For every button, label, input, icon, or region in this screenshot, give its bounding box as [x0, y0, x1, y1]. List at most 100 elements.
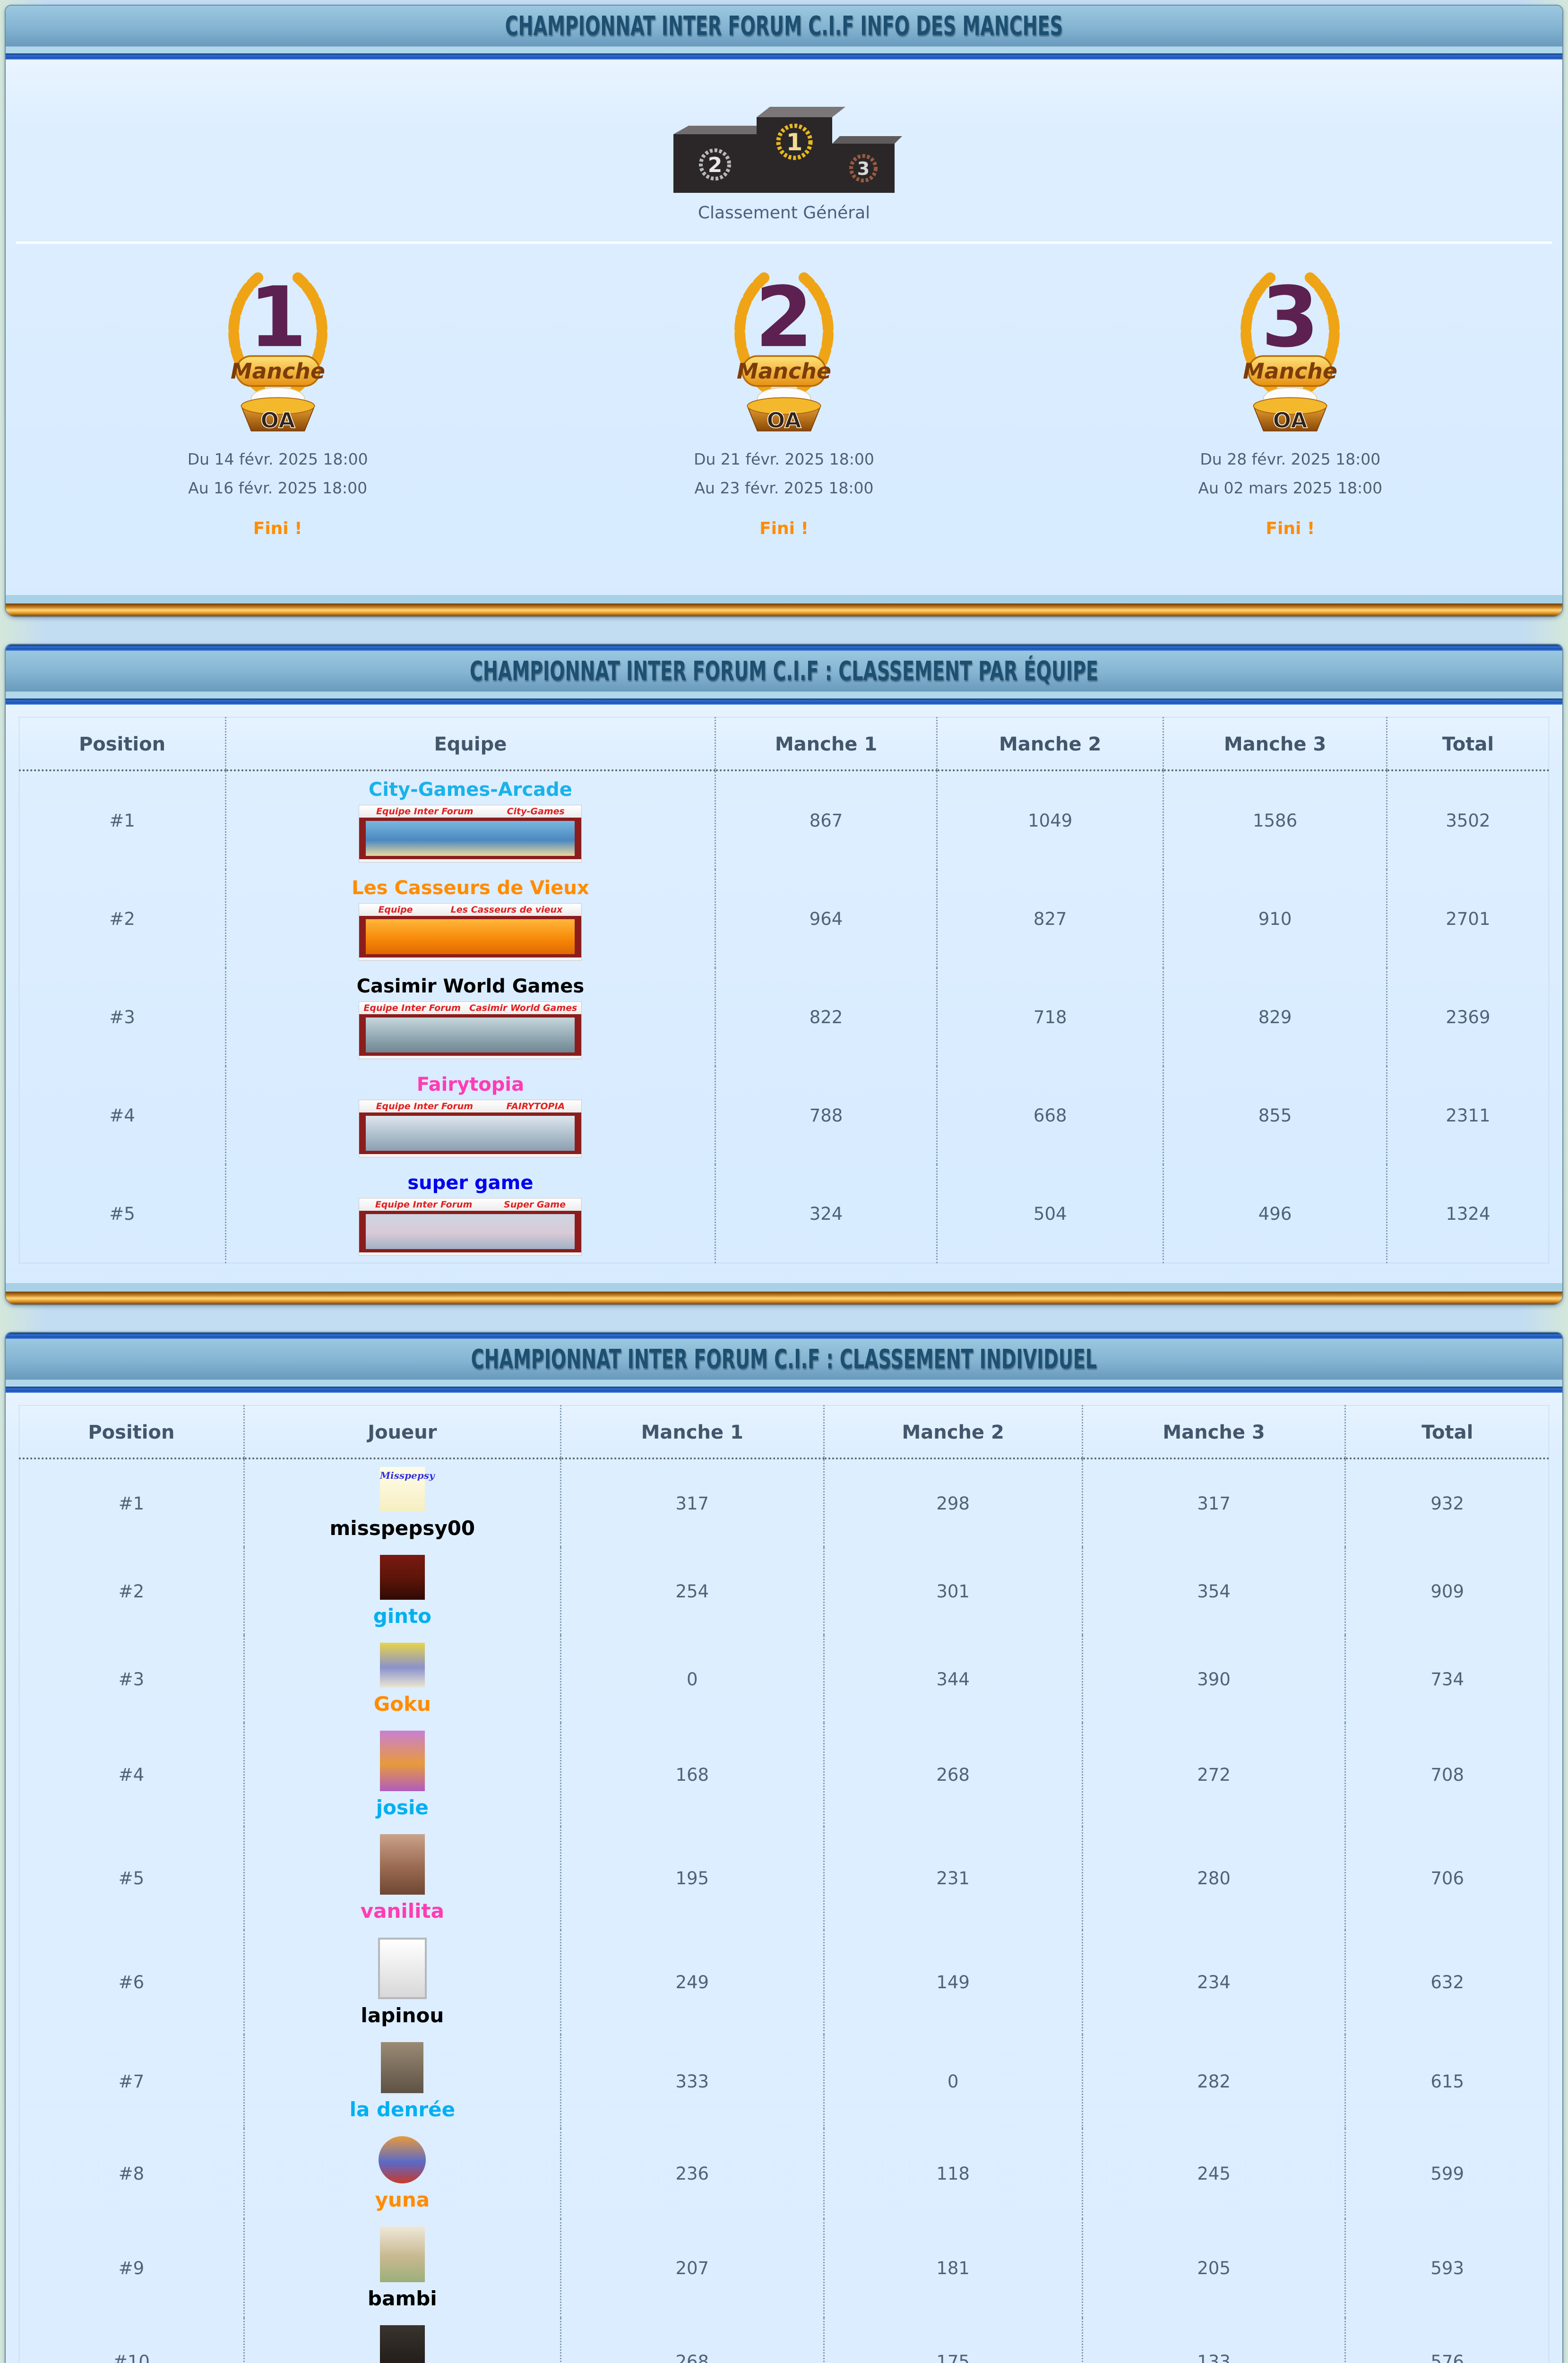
player-name-link[interactable]: josie [376, 1796, 429, 1819]
team-banner-bottom [359, 1252, 582, 1255]
player-position: #2 [118, 1581, 145, 1602]
team-position: #5 [109, 1203, 135, 1224]
svg-text:2: 2 [708, 153, 723, 177]
team-banner-right-label: FAIRYTOPIA [506, 1101, 565, 1112]
col-manche3: Manche 3 [1163, 717, 1387, 771]
col-position: Position [19, 717, 226, 771]
team-row: #4 Fairytopia Equipe Inter Forum FAIRYTO… [19, 1066, 1549, 1164]
teams-table: Position Equipe Manche 1 Manche 2 Manche… [19, 717, 1549, 1263]
player-position: #7 [118, 2071, 145, 2092]
manche-laurel-badge-icon: 2 Manche OA [734, 268, 834, 433]
player-avatar: Misspepsy [379, 1467, 435, 1512]
player-row: #1 Misspepsy misspepsy00 317 298 317 932 [19, 1458, 1549, 1547]
team-total-score: 2701 [1446, 908, 1490, 929]
svg-text:1: 1 [786, 129, 803, 156]
player-manche3-score: 234 [1082, 1930, 1346, 2035]
player-total-score: 615 [1430, 2071, 1465, 2092]
player-name-link[interactable]: la denrée [349, 2098, 456, 2121]
player-row: #5 vanilita 195 231 280 706 [19, 1827, 1549, 1930]
player-name-link[interactable]: yuna [375, 2188, 430, 2211]
player-name-link[interactable]: bambi [368, 2287, 437, 2310]
teams-panel: CHAMPIONNAT INTER FORUM C.I.F : CLASSEME… [5, 644, 1563, 1305]
accent-line [6, 1387, 1562, 1393]
header-strip [6, 47, 1562, 53]
player-avatar [379, 1834, 425, 1895]
player-row: #8 yuna 236 118 245 599 [19, 2129, 1549, 2219]
player-avatar [379, 2226, 425, 2282]
info-panel-title: CHAMPIONNAT INTER FORUM C.I.F INFO DES M… [505, 10, 1063, 42]
team-banner-image [359, 818, 582, 859]
teams-panel-title: CHAMPIONNAT INTER FORUM C.I.F : CLASSEME… [469, 655, 1099, 687]
players-table: Position Joueur Manche 1 Manche 2 Manche… [19, 1405, 1549, 2363]
svg-text:Manche: Manche [231, 358, 325, 384]
team-banner: Equipe Inter Forum Casimir World Games [359, 1002, 582, 1059]
team-manche3-score: 855 [1163, 1066, 1387, 1164]
player-name-link[interactable]: ginto [373, 1604, 431, 1628]
team-banner-image [359, 1211, 582, 1252]
manche-status: Fini ! [253, 519, 302, 538]
podium: 2 3 1 [6, 93, 1562, 198]
player-total-score: 593 [1430, 2258, 1465, 2278]
team-banner-strip: Equipe Les Casseurs de vieux [359, 904, 582, 916]
col-total: Total [1387, 717, 1549, 771]
col-position: Position [19, 1405, 245, 1459]
player-manche1-score: 333 [560, 2035, 825, 2129]
team-banner-image [359, 1014, 582, 1056]
players-panel-header: CHAMPIONNAT INTER FORUM C.I.F : CLASSEME… [6, 1339, 1562, 1380]
players-panel: CHAMPIONNAT INTER FORUM C.I.F : CLASSEME… [5, 1332, 1563, 2363]
svg-text:1: 1 [249, 268, 307, 366]
team-banner: Equipe Inter Forum FAIRYTOPIA [359, 1100, 582, 1157]
manche-start-date: Du 28 févr. 2025 18:00 [1200, 450, 1381, 468]
svg-text:OA: OA [260, 407, 295, 433]
manche-status: Fini ! [759, 519, 809, 538]
team-manche1-score: 822 [715, 968, 938, 1066]
player-position: #4 [118, 1765, 145, 1785]
players-panel-title: CHAMPIONNAT INTER FORUM C.I.F : CLASSEME… [471, 1344, 1097, 1375]
player-row: #2 ginto 254 301 354 909 [19, 1547, 1549, 1635]
team-manche3-score: 829 [1163, 968, 1387, 1066]
player-row: #7 la denrée 333 0 282 615 [19, 2035, 1549, 2129]
team-total-score: 2369 [1446, 1007, 1490, 1027]
team-name-link[interactable]: Fairytopia [416, 1074, 525, 1095]
manche-laurel-badge-icon: 3 Manche OA [1241, 268, 1340, 433]
team-name-link[interactable]: super game [407, 1172, 534, 1194]
teams-table-header-row: Position Equipe Manche 1 Manche 2 Manche… [19, 717, 1549, 771]
accent-line [6, 699, 1562, 705]
team-banner-bottom [359, 1154, 582, 1157]
player-manche1-score: 317 [560, 1458, 825, 1547]
player-avatar [379, 1643, 425, 1688]
player-manche3-score: 280 [1082, 1827, 1346, 1930]
team-name-link[interactable]: Casimir World Games [356, 975, 585, 997]
team-name-link[interactable]: City-Games-Arcade [368, 779, 572, 801]
player-avatar [379, 2325, 425, 2363]
col-manche1: Manche 1 [560, 1405, 825, 1459]
team-manche2-score: 1049 [937, 770, 1164, 870]
player-manche1-score: 207 [560, 2219, 825, 2318]
manche-row: 1 Manche OA Du 14 févr. 2025 18:00 Au 16… [25, 263, 1543, 538]
player-name-link[interactable]: Goku [373, 1692, 431, 1716]
team-banner-left-label: Equipe [378, 905, 413, 915]
team-banner: Equipe Inter Forum City-Games [359, 805, 582, 862]
player-avatar [379, 1555, 425, 1600]
player-manche1-score: 249 [560, 1930, 825, 2035]
player-position: #5 [118, 1868, 145, 1889]
team-banner-left-label: Equipe Inter Forum [375, 1199, 473, 1210]
player-avatar [381, 2042, 424, 2093]
team-banner: Equipe Inter Forum Super Game [359, 1199, 582, 1255]
player-name-link[interactable]: lapinou [361, 2004, 444, 2027]
player-name-link[interactable]: misspepsy00 [329, 1517, 475, 1540]
col-manche1: Manche 1 [715, 717, 938, 771]
player-manche3-score: 205 [1082, 2219, 1346, 2318]
team-banner-left-label: Equipe Inter Forum [376, 1101, 474, 1112]
svg-text:Manche: Manche [737, 358, 831, 384]
team-banner-bottom [359, 859, 582, 862]
player-avatar [379, 1731, 425, 1791]
player-total-score: 909 [1430, 1581, 1465, 1602]
teams-panel-header: CHAMPIONNAT INTER FORUM C.I.F : CLASSEME… [6, 651, 1562, 692]
team-row: #2 Les Casseurs de Vieux Equipe Les Cass… [19, 870, 1549, 968]
manche-status: Fini ! [1266, 519, 1315, 538]
team-name-link[interactable]: Les Casseurs de Vieux [352, 877, 589, 899]
team-manche1-score: 324 [715, 1164, 938, 1263]
player-name-link[interactable]: vanilita [360, 1899, 444, 1923]
svg-text:OA: OA [1273, 407, 1308, 433]
